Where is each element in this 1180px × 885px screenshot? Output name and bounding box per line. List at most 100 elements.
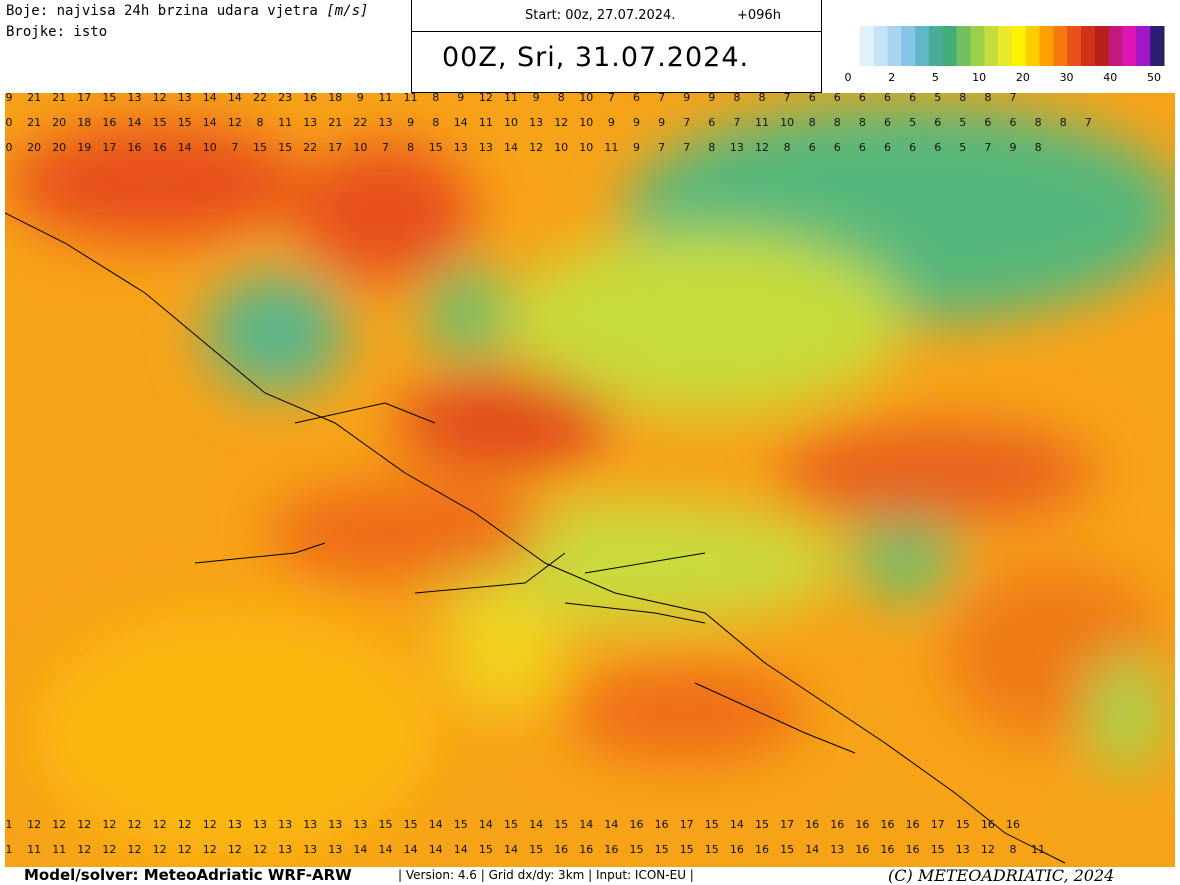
lead-time: +096h: [737, 8, 781, 23]
grid-value: 16: [881, 818, 895, 831]
grid-value: 15: [680, 843, 694, 856]
grid-value: 20: [27, 141, 41, 154]
grid-value: 20: [52, 116, 66, 129]
grid-value: 17: [77, 93, 91, 104]
grid-value: 9: [683, 93, 690, 104]
grid-value: 10: [554, 141, 568, 154]
info-text: | Version: 4.6 | Grid dx/dy: 3km | Input…: [398, 868, 694, 882]
grid-value: 20: [52, 141, 66, 154]
grid-value: 5: [934, 93, 941, 104]
grid-value: 9: [6, 93, 13, 104]
colorbar-swatch: [1136, 26, 1151, 66]
grid-value: 12: [479, 93, 493, 104]
grid-value: 15: [705, 818, 719, 831]
colorbar-swatch: [1067, 26, 1082, 66]
colorbar-swatch: [942, 26, 958, 66]
grid-value: 8: [1035, 141, 1042, 154]
grid-value: 15: [379, 818, 393, 831]
grid-value: 11: [604, 141, 618, 154]
grid-value: 6: [909, 141, 916, 154]
grid-value: 14: [504, 843, 518, 856]
grid-value: 12: [529, 141, 543, 154]
grid-value: 11: [52, 843, 66, 856]
grid-value: 12: [27, 818, 41, 831]
grid-value: 9: [1010, 141, 1017, 154]
colorbar-swatch: [984, 26, 999, 66]
grid-value: 13: [303, 818, 317, 831]
grid-value: 8: [1060, 116, 1067, 129]
grid-value: 7: [608, 93, 615, 104]
grid-value: 16: [881, 843, 895, 856]
colorbar-swatch: [1094, 26, 1110, 66]
grid-value: 13: [353, 818, 367, 831]
grid-value: 9: [633, 116, 640, 129]
grid-value: 17: [780, 818, 794, 831]
grid-value: 16: [579, 843, 593, 856]
grid-value: 16: [604, 843, 618, 856]
grid-value: 1: [6, 818, 13, 831]
grid-value: 12: [178, 818, 192, 831]
grid-value: 13: [379, 116, 393, 129]
grid-value: 12: [52, 818, 66, 831]
colorbar-tick-label: 10: [972, 71, 986, 84]
grid-value: 12: [77, 843, 91, 856]
grid-value: 16: [906, 818, 920, 831]
grid-value: 14: [529, 818, 543, 831]
grid-value: 15: [178, 116, 192, 129]
colorbar-swatch: [915, 26, 930, 66]
grid-value: 14: [203, 93, 217, 104]
unit: [m/s]: [326, 3, 369, 19]
header-box: Start: 00z, 27.07.2024. +096h 00Z, Sri, …: [411, 0, 822, 93]
grid-value: 16: [906, 843, 920, 856]
colorbar-swatch: [1122, 26, 1137, 66]
grid-value: 5: [959, 141, 966, 154]
grid-value: 12: [77, 818, 91, 831]
grid-value: 13: [328, 843, 342, 856]
grid-value: 13: [956, 843, 970, 856]
grid-value: 6: [809, 93, 816, 104]
grid-value: 12: [153, 843, 167, 856]
grid-value: 8: [809, 116, 816, 129]
colorbar-swatch: [873, 26, 888, 66]
grid-value: 13: [328, 818, 342, 831]
start-time: Start: 00z, 27.07.2024.: [525, 8, 676, 23]
grid-value: 12: [153, 93, 167, 104]
colorbar-swatch: [901, 26, 916, 66]
grid-value: 13: [128, 93, 142, 104]
colorbar-swatch: [846, 26, 861, 66]
grid-value: 10: [780, 116, 794, 129]
grid-value: 14: [128, 116, 142, 129]
grid-value: 16: [805, 818, 819, 831]
grid-value: 1: [6, 843, 13, 856]
legend-text: Boje: najvisa 24h brzina udara vjetra [m…: [6, 3, 369, 19]
grid-value: 12: [203, 818, 217, 831]
grid-value: 11: [1031, 843, 1045, 856]
grid-value: 8: [759, 93, 766, 104]
colorbar-tick-label: 0: [845, 71, 852, 84]
valid-time: 00Z, Sri, 31.07.2024.: [442, 42, 750, 73]
colorbar-tick-label: 2: [888, 71, 895, 84]
grid-value: 15: [931, 843, 945, 856]
grid-value: 9: [633, 141, 640, 154]
grid-value: 13: [830, 843, 844, 856]
grid-value: 9: [658, 116, 665, 129]
grid-value: 15: [253, 141, 267, 154]
grid-value: 8: [834, 116, 841, 129]
grid-value: 5: [909, 116, 916, 129]
grid-value: 14: [404, 843, 418, 856]
grid-value: 13: [278, 818, 292, 831]
grid-value: 15: [755, 818, 769, 831]
grid-value: 8: [733, 93, 740, 104]
grid-value: 15: [102, 93, 116, 104]
grid-value: 17: [680, 818, 694, 831]
grid-value: 6: [934, 116, 941, 129]
grid-value: 16: [153, 141, 167, 154]
grid-value: 10: [579, 141, 593, 154]
grid-value: 7: [231, 141, 238, 154]
model-text: Model/solver: MeteoAdriatic WRF-ARW: [24, 866, 352, 884]
grid-value: 15: [429, 141, 443, 154]
grid-value: 15: [780, 843, 794, 856]
grid-value: 6: [909, 93, 916, 104]
grid-value: 6: [884, 93, 891, 104]
